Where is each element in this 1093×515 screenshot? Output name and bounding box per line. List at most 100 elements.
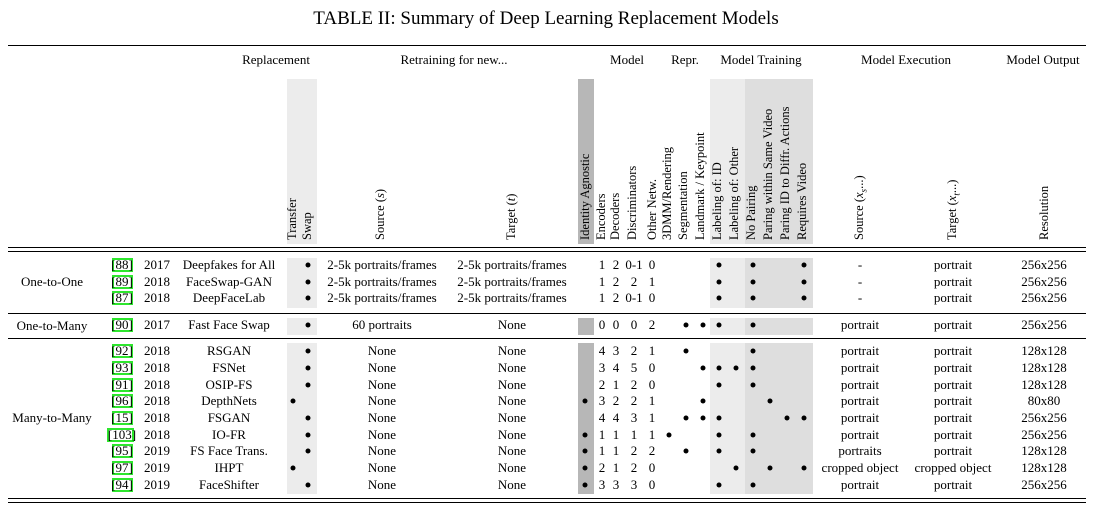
encoders-cell: 1 xyxy=(598,290,606,305)
decoders-cell: 2 xyxy=(612,290,620,305)
swap-dot xyxy=(305,482,311,488)
resolution-cell: 256x256 xyxy=(1021,317,1067,332)
citation-link-box[interactable] xyxy=(112,361,133,375)
retrain-target-cell: None xyxy=(497,460,527,475)
swap-dot xyxy=(305,295,311,301)
labeling-id-dot xyxy=(716,279,722,285)
citation-link-box[interactable] xyxy=(112,478,133,492)
col-segmentation: Segmentation xyxy=(676,171,690,240)
citation-ref[interactable]: [90] xyxy=(111,317,133,332)
col-resolution: Resolution xyxy=(1037,185,1051,240)
swap-dot xyxy=(305,365,311,371)
band-labeling-g2 xyxy=(710,318,745,335)
swap-dot xyxy=(305,262,311,268)
retrain-source-cell: None xyxy=(367,427,397,442)
paring-same-dot xyxy=(767,398,773,404)
other-netw-cell: 1 xyxy=(648,274,656,289)
group-model: Model xyxy=(610,52,644,67)
discriminators-cell: 2 xyxy=(630,443,638,458)
discriminators-cell: 3 xyxy=(630,477,638,492)
retrain-source-cell: None xyxy=(367,393,397,408)
citation-link-box[interactable] xyxy=(112,258,133,272)
band-labeling-head xyxy=(710,79,745,244)
band-identity-head xyxy=(578,79,594,244)
citation-ref[interactable]: [15] xyxy=(111,410,133,425)
no-pairing-dot xyxy=(750,482,756,488)
citation-ref[interactable]: [96] xyxy=(111,393,133,408)
retrain-source-cell: None xyxy=(367,477,397,492)
retrain-target-cell: None xyxy=(497,360,527,375)
year-cell: 2018 xyxy=(144,410,170,425)
group-rule-1 xyxy=(8,313,1086,314)
citation-link-box[interactable] xyxy=(112,291,133,305)
exec-source-cell: portrait xyxy=(840,393,880,408)
citation-link-box[interactable] xyxy=(112,318,133,332)
model-name-cell: Deepfakes for All xyxy=(182,257,276,272)
band-swap-head xyxy=(287,79,317,244)
discriminators-cell: 0 xyxy=(630,317,638,332)
segmentation-dot xyxy=(683,348,689,354)
citation-link-box[interactable] xyxy=(112,444,133,458)
discriminators-cell: 3 xyxy=(630,410,638,425)
requires-video-dot xyxy=(801,295,807,301)
year-cell: 2017 xyxy=(144,317,170,332)
exec-target-cell: portrait xyxy=(933,427,973,442)
citation-link-box[interactable] xyxy=(112,344,133,358)
col-transfer: Transfer xyxy=(285,198,299,240)
citation-ref[interactable]: [89] xyxy=(111,274,133,289)
citation-ref[interactable]: [103] xyxy=(107,427,137,442)
group-repr: Repr. xyxy=(671,52,699,67)
decoders-cell: 4 xyxy=(612,410,620,425)
citation-link-box[interactable] xyxy=(112,378,133,392)
citation-ref[interactable]: [97] xyxy=(111,460,133,475)
swap-dot xyxy=(305,448,311,454)
swap-dot xyxy=(305,432,311,438)
citation-ref[interactable]: [93] xyxy=(111,360,133,375)
citation-ref[interactable]: [95] xyxy=(111,443,133,458)
retrain-source-cell: 2-5k portraits/frames xyxy=(327,274,437,289)
band-pairing-g2 xyxy=(745,318,813,335)
decoders-cell: 0 xyxy=(612,317,620,332)
top-rule xyxy=(8,45,1086,46)
citation-ref[interactable]: [92] xyxy=(111,343,133,358)
group-retraining: Retraining for new... xyxy=(400,52,508,67)
decoders-cell: 1 xyxy=(612,443,620,458)
discriminators-cell: 1 xyxy=(630,427,638,442)
citation-link-box[interactable] xyxy=(112,275,133,289)
citation-link-box[interactable] xyxy=(112,394,133,408)
landmark-dot xyxy=(700,398,706,404)
citation-link-box[interactable] xyxy=(112,461,133,475)
segmentation-dot xyxy=(683,322,689,328)
resolution-cell: 128x128 xyxy=(1021,377,1067,392)
retrain-source-cell: None xyxy=(367,443,397,458)
requires-video-dot xyxy=(801,415,807,421)
encoders-cell: 1 xyxy=(598,427,606,442)
col-paring-diff: Paring ID to Diffr. Actions xyxy=(778,106,792,240)
swap-dot xyxy=(305,322,311,328)
col-exec-source: Source (xs...) xyxy=(852,175,869,240)
requires-video-dot xyxy=(801,465,807,471)
no-pairing-dot xyxy=(750,295,756,301)
col-3dmm: 3DMM/Rendering xyxy=(660,146,674,240)
retrain-source-cell: 2-5k portraits/frames xyxy=(327,290,437,305)
citation-link-box[interactable] xyxy=(112,411,133,425)
citation-ref[interactable]: [87] xyxy=(111,290,133,305)
3dmm-dot xyxy=(666,432,672,438)
citation-ref[interactable]: [94] xyxy=(111,477,133,492)
labeling-id-dot xyxy=(716,482,722,488)
citation-link-box[interactable] xyxy=(107,428,134,442)
encoders-cell: 4 xyxy=(598,410,606,425)
exec-target-cell: portrait xyxy=(933,274,973,289)
transfer-dot xyxy=(290,465,296,471)
resolution-cell: 256x256 xyxy=(1021,257,1067,272)
model-name-cell: RSGAN xyxy=(206,343,252,358)
other-netw-cell: 0 xyxy=(648,257,656,272)
decoders-cell: 1 xyxy=(612,460,620,475)
other-netw-cell: 1 xyxy=(648,343,656,358)
exec-source-cell: portrait xyxy=(840,317,880,332)
decoders-cell: 1 xyxy=(612,427,620,442)
encoders-cell: 2 xyxy=(598,460,606,475)
citation-ref[interactable]: [91] xyxy=(111,377,133,392)
resolution-cell: 256x256 xyxy=(1021,290,1067,305)
citation-ref[interactable]: [88] xyxy=(111,257,133,272)
